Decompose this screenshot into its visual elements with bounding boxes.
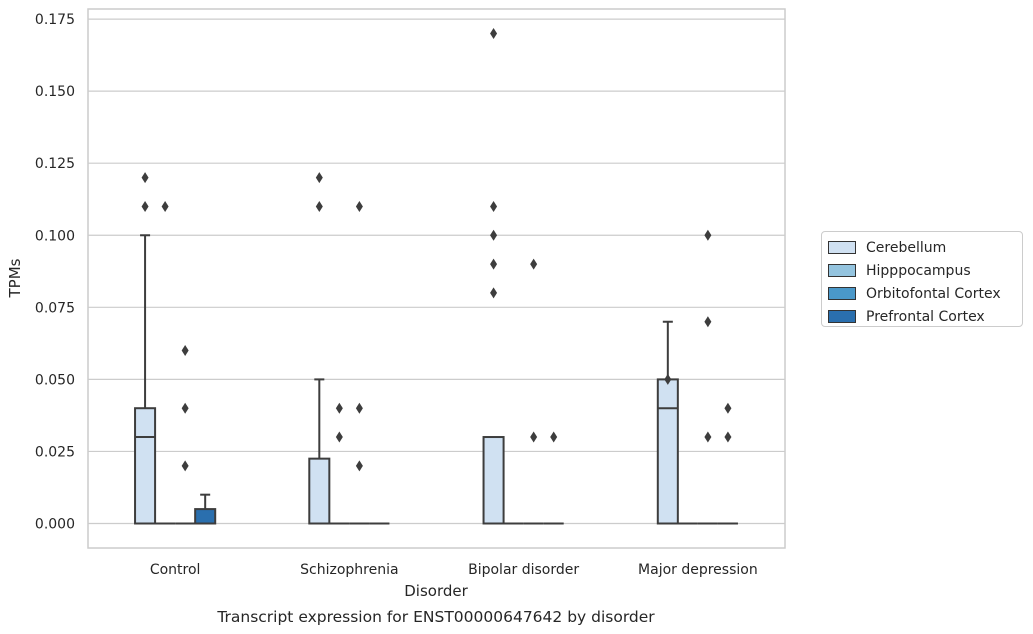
box: [134, 407, 157, 525]
box-2-0: [175, 345, 196, 525]
box: [482, 436, 505, 525]
legend-swatch: [828, 310, 856, 323]
x-tick-label: Bipolar disorder: [468, 562, 579, 578]
legend-item: Cerebellum: [828, 236, 1022, 259]
legend-swatch: [828, 287, 856, 300]
gridlines: [88, 18, 785, 525]
x-tick-label: Major depression: [638, 562, 758, 578]
outlier-point: [530, 431, 538, 443]
x-axis-ticks: Control Schizophrenia Bipolar disorder Majo…: [150, 562, 758, 578]
outlier-point: [724, 431, 732, 443]
box-0-2: [482, 28, 505, 525]
outlier-point: [490, 28, 498, 39]
outlier-point: [181, 460, 189, 472]
box-0-0: [134, 172, 157, 525]
outlier-point: [181, 345, 189, 357]
outlier-point: [141, 200, 149, 212]
outlier-point: [724, 402, 732, 414]
box: [308, 457, 331, 525]
y-tick-label: 0.025: [35, 444, 75, 460]
y-axis-ticks: 0.000 0.025 0.050 0.075 0.100 0.125 0.150 0.175: [35, 12, 75, 532]
box-2-3: [697, 229, 718, 525]
box-3-0: [194, 493, 217, 525]
plot-frame: [87, 8, 786, 549]
legend-label: Hipppocampus: [866, 262, 971, 279]
outlier-point: [704, 316, 712, 328]
legend-swatch: [828, 241, 856, 254]
legend-label: Prefrontal Cortex: [866, 308, 985, 325]
legend-swatch: [828, 264, 856, 277]
y-axis-label: TPMs: [6, 258, 24, 298]
y-tick-label: 0.100: [35, 228, 75, 244]
y-tick-label: 0.125: [35, 156, 75, 172]
outlier-point: [335, 402, 343, 414]
outlier-point: [490, 258, 498, 270]
outlier-point: [530, 258, 538, 270]
outlier-point: [490, 229, 498, 241]
legend-item: Orbitofontal Cortex: [828, 282, 1022, 305]
box: [194, 508, 217, 525]
y-tick-label: 0.050: [35, 372, 75, 388]
x-tick-label: Schizophrenia: [300, 562, 398, 578]
y-tick-label: 0.150: [35, 84, 75, 100]
outlier-point: [550, 431, 558, 443]
outlier-point: [181, 402, 189, 414]
outlier-point: [704, 229, 712, 241]
legend: Cerebellum Hipppocampus Orbitofontal Corte…: [821, 231, 1023, 327]
x-axis-label: Disorder: [404, 582, 468, 600]
outlier-point: [490, 287, 498, 299]
x-tick-label: Control: [150, 562, 201, 578]
outlier-point: [335, 431, 343, 443]
legend-label: Cerebellum: [866, 239, 947, 256]
box-2-2: [523, 258, 544, 525]
box-3-3: [717, 402, 738, 525]
chart-title: Transcript expression for ENST0000064764…: [216, 608, 655, 626]
box-0-3: [656, 320, 679, 525]
outlier-point: [704, 431, 712, 443]
box-1-0: [155, 200, 176, 525]
outlier-point: [315, 172, 323, 184]
box: [656, 378, 679, 525]
outlier-point: [490, 200, 498, 212]
outlier-point: [355, 402, 363, 414]
box-3-2: [543, 431, 564, 525]
y-tick-label: 0.000: [35, 517, 75, 533]
outlier-point: [161, 200, 169, 212]
legend-label: Orbitofontal Cortex: [866, 285, 1001, 302]
box-marks: [134, 28, 738, 525]
box-1-1: [329, 402, 350, 525]
y-tick-label: 0.175: [35, 12, 75, 28]
legend-item: Hipppocampus: [828, 259, 1022, 282]
box-0-1: [308, 172, 331, 525]
legend-item: Prefrontal Cortex: [828, 305, 1022, 328]
outlier-point: [355, 460, 363, 472]
box-2-1: [349, 200, 370, 525]
y-tick-label: 0.075: [35, 300, 75, 316]
outlier-point: [664, 373, 672, 385]
outlier-point: [141, 172, 149, 184]
outlier-point: [315, 200, 323, 212]
outlier-point: [355, 200, 363, 212]
